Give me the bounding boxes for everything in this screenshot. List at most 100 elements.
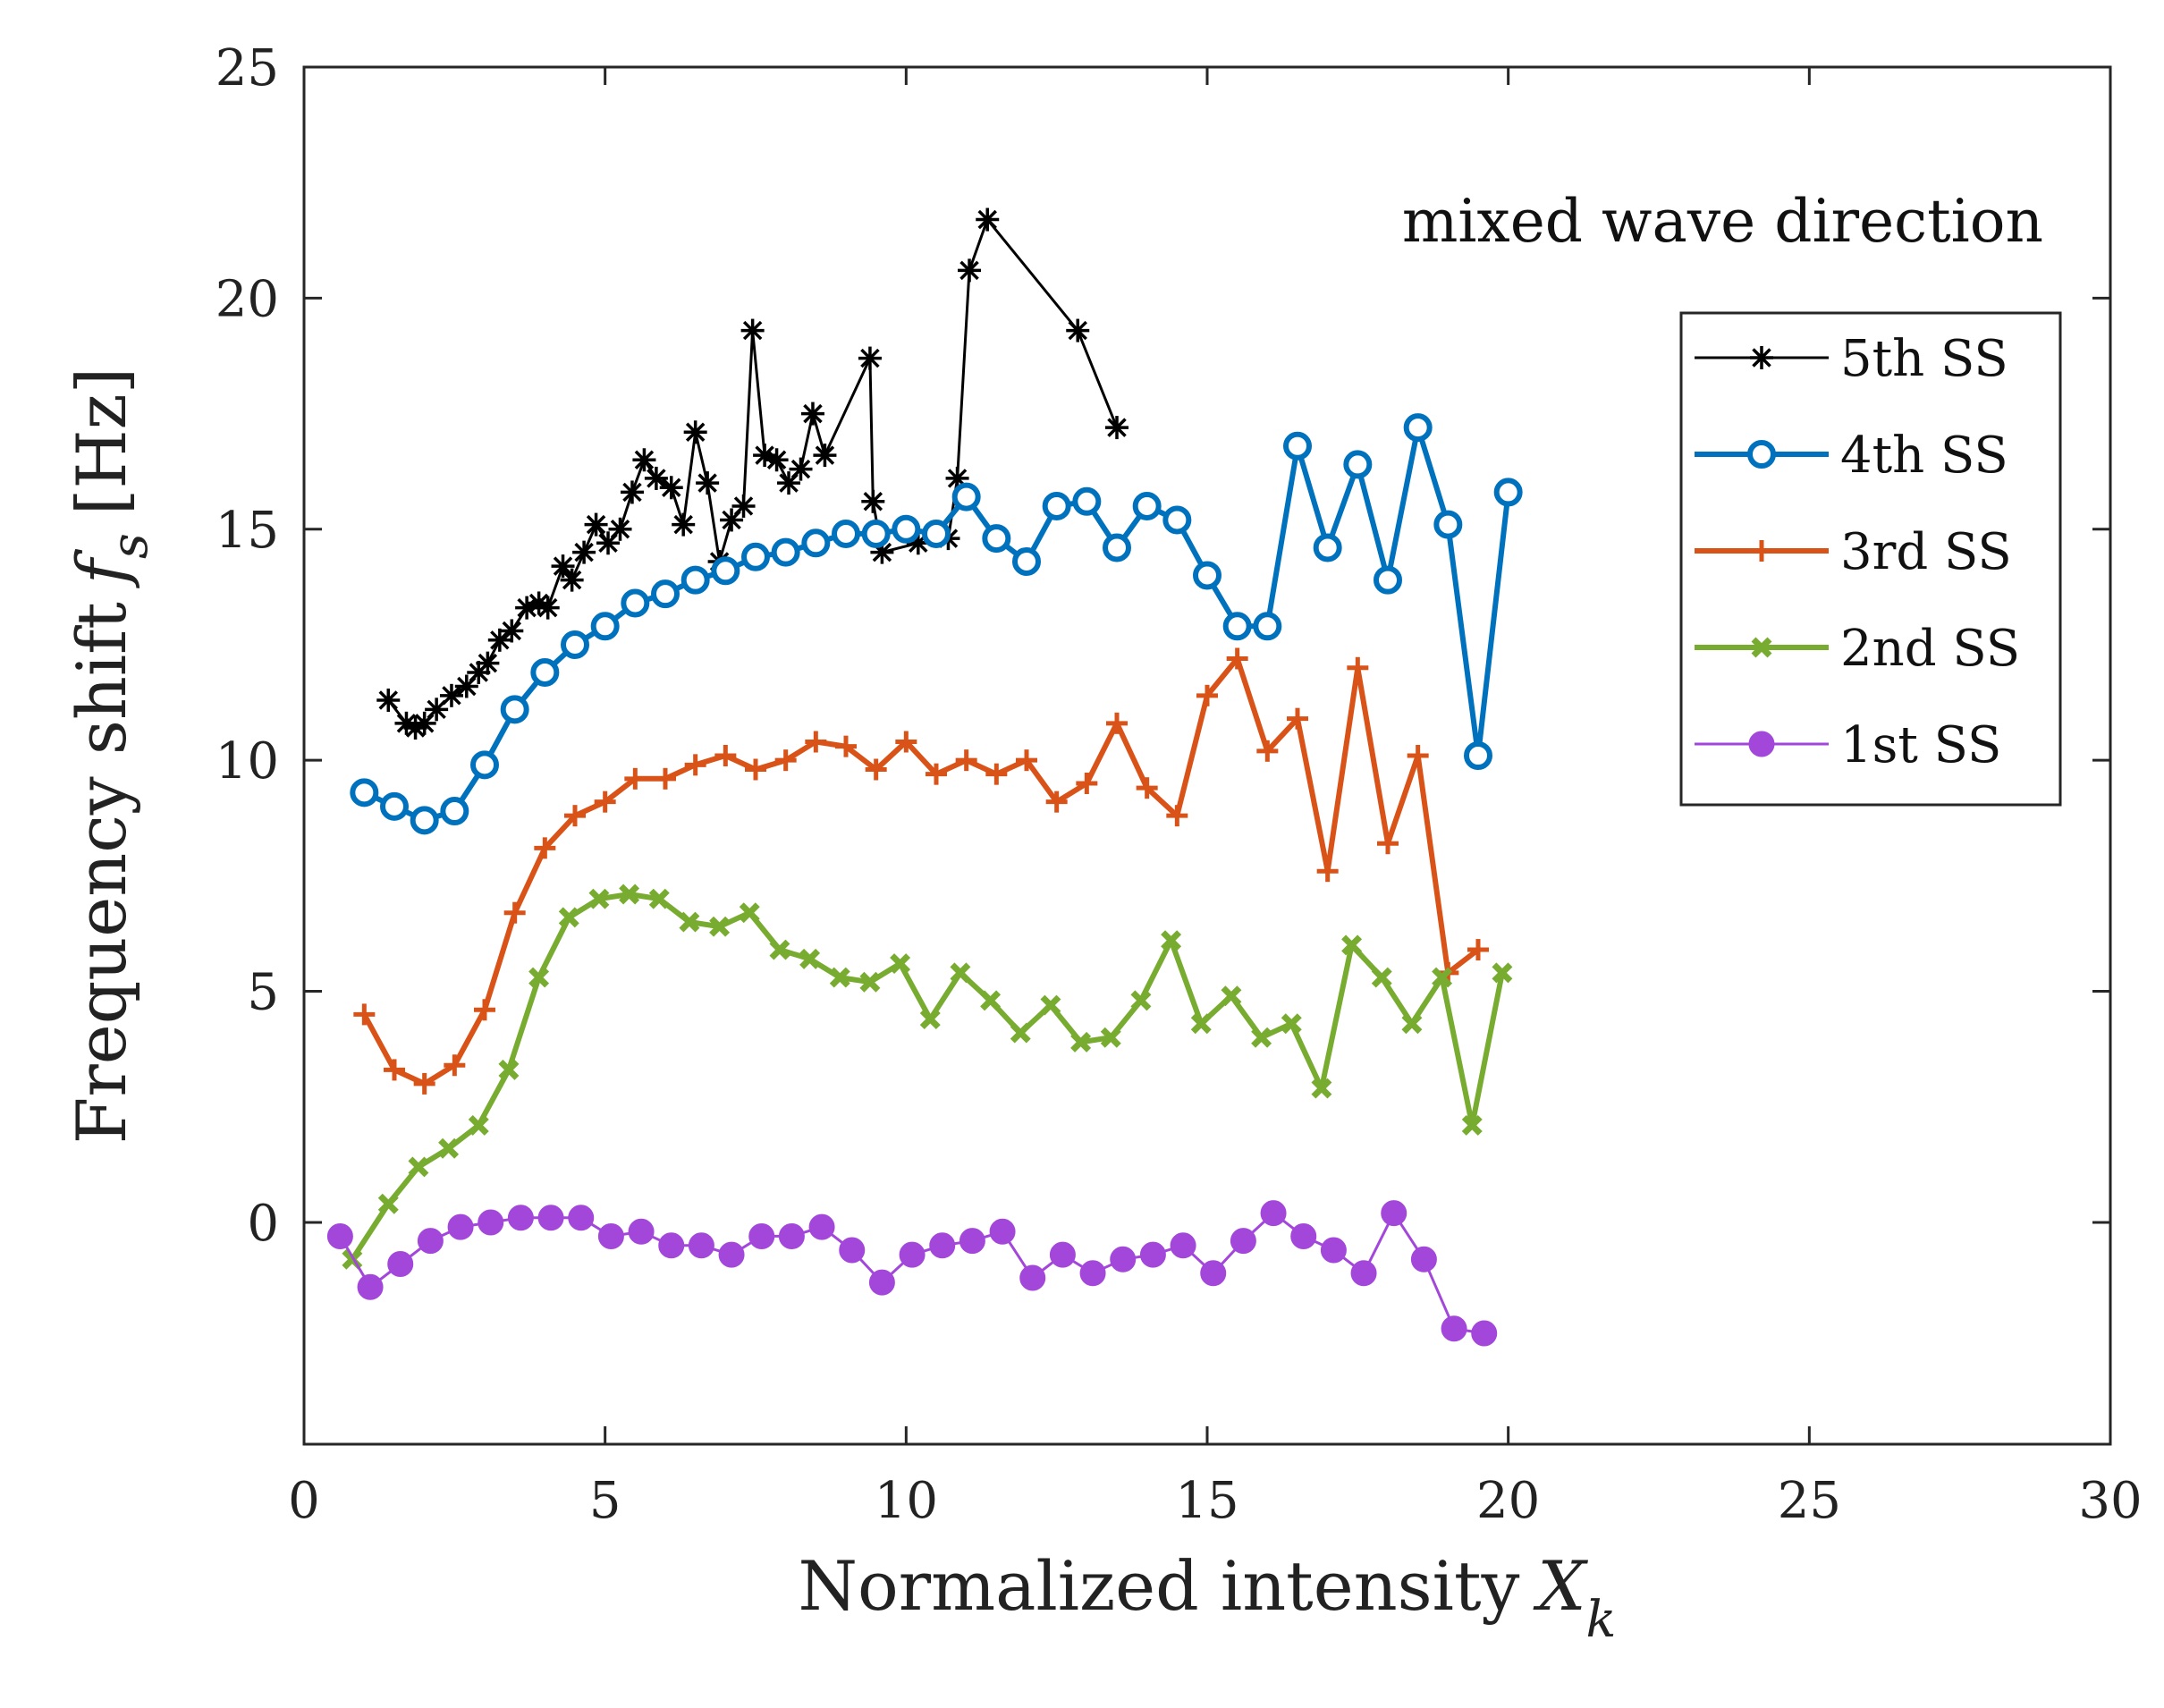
data-point <box>1401 1013 1423 1035</box>
data-point <box>534 837 556 859</box>
data-point <box>680 565 710 595</box>
data-point <box>594 791 616 813</box>
data-point <box>588 888 610 909</box>
data-point <box>1226 647 1248 670</box>
data-point <box>748 1222 775 1249</box>
data-point <box>621 588 650 618</box>
x-tick-label: 15 <box>1175 1472 1238 1530</box>
data-point <box>498 1059 520 1080</box>
data-point <box>805 731 827 753</box>
data-point <box>922 519 951 548</box>
data-point <box>950 962 971 984</box>
y-axis-subscript: s <box>101 533 159 559</box>
legend-item: 3rd SS <box>1695 523 2012 581</box>
data-point <box>530 657 560 687</box>
data-point <box>1049 1241 1076 1268</box>
data-point <box>982 524 1011 554</box>
data-point <box>1253 612 1282 641</box>
data-point <box>561 630 589 659</box>
data-point <box>560 568 584 592</box>
x-tick-label: 20 <box>1476 1472 1540 1530</box>
data-point <box>619 884 640 905</box>
legend-items: 5th SS 4th SS 3rd SS 2nd SS 1st SS <box>1695 330 2020 774</box>
data-point <box>1281 1013 1302 1035</box>
data-point <box>1290 1222 1317 1249</box>
series-5 <box>326 1200 1498 1347</box>
data-point <box>980 990 1002 1011</box>
data-point <box>1343 450 1373 479</box>
data-point <box>1105 416 1128 440</box>
data-point <box>1130 990 1152 1011</box>
data-point <box>1432 967 1453 988</box>
data-point <box>564 805 586 827</box>
data-point <box>1045 791 1068 813</box>
data-point <box>951 482 981 512</box>
data-point <box>500 619 524 643</box>
data-point <box>353 1003 376 1026</box>
data-point <box>859 971 881 993</box>
data-point <box>1461 1114 1483 1136</box>
data-point <box>789 457 813 481</box>
data-point <box>1132 491 1162 520</box>
data-point <box>470 750 499 780</box>
data-point <box>890 953 911 975</box>
legend-marker <box>1747 440 1776 469</box>
data-point <box>478 1209 504 1236</box>
data-point <box>1139 1241 1166 1268</box>
legend-label: 5th SS <box>1840 330 2008 388</box>
data-point <box>929 1232 956 1259</box>
data-point <box>679 911 700 933</box>
data-point <box>839 1237 866 1264</box>
data-point <box>672 512 696 537</box>
data-point <box>1170 1232 1196 1259</box>
data-point <box>1371 967 1392 988</box>
data-point <box>1012 546 1041 576</box>
series-2 <box>350 413 1523 835</box>
data-point <box>739 902 760 924</box>
data-point <box>985 763 1008 785</box>
x-axis-subscript: k <box>1586 1591 1617 1649</box>
data-point <box>769 939 790 960</box>
data-point <box>659 476 683 500</box>
data-point <box>714 745 737 766</box>
data-point <box>1341 934 1363 956</box>
data-point <box>1079 1260 1106 1287</box>
x-tick-label: 30 <box>2078 1472 2142 1530</box>
data-point <box>1441 1315 1467 1342</box>
data-point <box>326 1222 353 1249</box>
data-point <box>696 471 720 495</box>
data-point <box>926 763 947 785</box>
y-tick-label: 20 <box>216 270 279 328</box>
tick-layer: 0 5 10 15 20 25 30 0 5 10 15 20 25 <box>216 39 2143 1530</box>
data-point <box>868 1269 895 1296</box>
x-tick-label: 10 <box>875 1472 938 1530</box>
data-point <box>1492 962 1513 984</box>
series-4 <box>342 884 1513 1270</box>
y-tick-label: 10 <box>216 732 279 791</box>
x-axis-title-text: Normalized intensity <box>799 1546 1520 1626</box>
data-point <box>711 556 740 586</box>
data-point <box>628 1218 655 1245</box>
data-point <box>801 528 831 558</box>
data-point <box>350 778 379 807</box>
data-point <box>1196 684 1218 706</box>
y-tick-label: 25 <box>216 39 279 97</box>
data-point <box>774 749 797 772</box>
data-point <box>651 579 680 609</box>
data-point <box>438 1137 460 1159</box>
data-point <box>507 1205 534 1231</box>
data-point <box>813 444 837 468</box>
legend-marker <box>1751 637 1772 658</box>
data-point <box>740 318 765 342</box>
data-point <box>683 420 707 444</box>
data-point <box>377 1193 399 1214</box>
x-tick-label: 0 <box>288 1472 320 1530</box>
data-point <box>835 735 857 757</box>
data-point <box>1287 707 1308 730</box>
data-point <box>655 767 676 790</box>
data-point <box>1042 491 1071 520</box>
legend-item: 2nd SS <box>1695 620 2020 678</box>
data-point <box>474 999 495 1021</box>
data-point <box>861 489 885 513</box>
